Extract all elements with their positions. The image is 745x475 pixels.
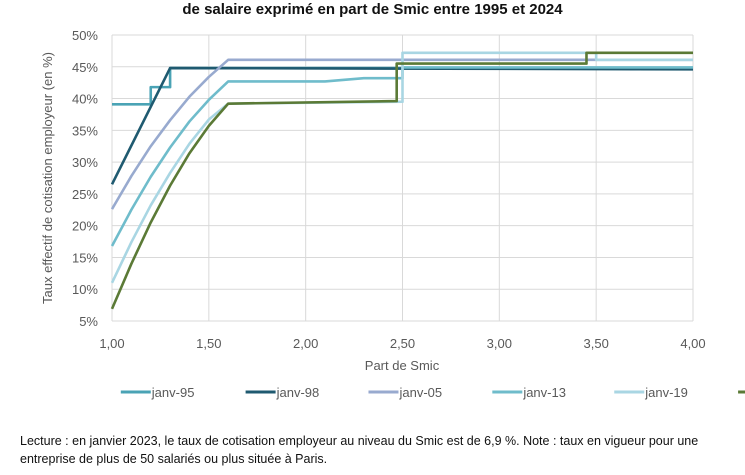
- legend-label: janv-95: [151, 385, 195, 400]
- series-line-janv-05: [110, 58, 693, 210]
- legend-item: janv-05: [368, 385, 442, 400]
- y-tick-label: 35%: [72, 123, 98, 138]
- x-tick-label: 4,00: [680, 336, 705, 351]
- y-tick-label: 15%: [72, 250, 98, 265]
- y-tick-labels: 5% 10% 15% 20% 25% 30% 35% 40% 45% 50%: [72, 28, 98, 329]
- y-tick-label: 45%: [72, 60, 98, 75]
- x-tick-labels: 1,00 1,50 2,00 2,50 3,00 3,50 4,00: [99, 336, 705, 351]
- y-tick-label: 50%: [72, 28, 98, 43]
- series-line-janv-98: [110, 66, 694, 185]
- legend-label: janv-19: [644, 385, 688, 400]
- legend-label: janv-98: [276, 385, 320, 400]
- legend-item: janv-98: [245, 385, 320, 400]
- x-axis-title: Part de Smic: [365, 358, 440, 373]
- y-tick-label: 30%: [72, 155, 98, 170]
- x-tick-label: 3,00: [487, 336, 512, 351]
- x-tick-label: 1,00: [99, 336, 124, 351]
- legend-label: janv-13: [522, 385, 566, 400]
- y-tick-label: 10%: [72, 282, 98, 297]
- x-tick-label: 1,50: [196, 336, 221, 351]
- grid: [111, 34, 694, 322]
- series-lines: [110, 51, 694, 310]
- legend: janv-95 janv-98 janv-05 janv-13 janv-19 janv-…: [120, 385, 745, 400]
- legend-label: janv-05: [398, 385, 442, 400]
- legend-item: janv-19: [614, 385, 688, 400]
- series-line-janv-24: [110, 51, 693, 310]
- y-tick-label: 5%: [79, 314, 98, 329]
- footer-note: Lecture : en janvier 2023, le taux de co…: [20, 434, 699, 466]
- y-tick-label: 40%: [72, 92, 98, 107]
- legend-item: janv-24: [738, 390, 745, 394]
- chart-title: de salaire exprimé en part de Smic entre…: [182, 1, 563, 18]
- line-chart: 5% 10% 15% 20% 25% 30% 35% 40% 45% 50% 1,00 1,50 2,…: [40, 28, 745, 400]
- x-tick-label: 2,50: [390, 336, 415, 351]
- legend-item: janv-13: [492, 385, 566, 400]
- x-tick-label: 3,50: [584, 336, 609, 351]
- y-tick-label: 25%: [72, 187, 98, 202]
- y-axis-title: Taux effectif de cotisation employeur (e…: [40, 52, 55, 304]
- x-tick-label: 2,00: [293, 336, 318, 351]
- legend-item: janv-95: [120, 385, 195, 400]
- y-tick-label: 20%: [72, 219, 98, 234]
